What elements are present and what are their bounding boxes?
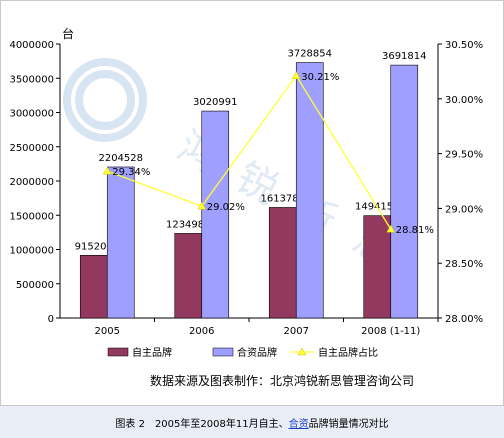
share-data-label: 30.21% xyxy=(301,72,339,83)
caption-link[interactable]: 合资 xyxy=(288,419,309,430)
left-tick-label: 2500000 xyxy=(9,143,54,154)
right-tick-label: 30.00% xyxy=(445,95,483,106)
bar-domestic xyxy=(79,255,108,319)
legend-marker-share xyxy=(297,347,307,356)
share-point xyxy=(291,71,301,80)
left-tick-label: 2000000 xyxy=(9,177,54,188)
legend-swatch-joint-venture xyxy=(212,347,234,357)
bar-data-label: 915204 xyxy=(75,241,113,252)
left-tick-label: 0 xyxy=(48,314,54,325)
bar-data-label: 1613781 xyxy=(260,193,305,204)
right-tick-label: 29.50% xyxy=(445,150,483,161)
share-point xyxy=(386,224,396,233)
share-data-label: 29.02% xyxy=(207,202,245,213)
bar-joint-venture xyxy=(295,62,324,319)
x-tick-label: 2008 (1-11) xyxy=(361,326,420,337)
legend-label-share: 自主品牌占比 xyxy=(318,346,378,359)
legend-label-domestic: 自主品牌 xyxy=(132,346,172,359)
right-tick-label: 29.00% xyxy=(445,204,483,215)
left-tick-label: 3000000 xyxy=(9,109,54,120)
bar-joint-venture xyxy=(390,64,419,319)
unit-label: 台 xyxy=(62,26,74,41)
share-line xyxy=(107,74,392,230)
bar-domestic xyxy=(268,207,297,319)
chart-frame xyxy=(0,0,504,406)
bar-data-label: 3728854 xyxy=(287,49,332,60)
bar-data-label: 3691814 xyxy=(382,51,427,62)
sales-chart: 鸿锐新思台05000001000000150000020000002500000… xyxy=(9,26,483,359)
watermark-ring xyxy=(75,70,135,130)
data-source-note: 数据来源及图表制作：北京鸿锐新思管理咨询公司 xyxy=(150,374,415,388)
right-tick-label: 28.50% xyxy=(445,259,483,270)
bar-data-label: 1234980 xyxy=(166,219,211,230)
left-tick-label: 1000000 xyxy=(9,246,54,257)
bar-joint-venture xyxy=(201,110,230,319)
x-tick-label: 2005 xyxy=(95,326,120,337)
share-point xyxy=(102,166,112,175)
share-point xyxy=(197,201,207,210)
bar-joint-venture xyxy=(106,166,135,319)
bar-data-label: 2204528 xyxy=(98,153,143,164)
bar-domestic xyxy=(174,233,203,319)
share-data-label: 29.34% xyxy=(112,167,150,178)
bar-domestic xyxy=(363,215,392,319)
right-tick-label: 30.50% xyxy=(445,40,483,51)
caption-prefix: 图表 2 2005年至2008年11月自主、 xyxy=(115,419,289,430)
left-tick-label: 500000 xyxy=(16,280,54,291)
legend-swatch-domestic xyxy=(107,347,129,357)
caption-suffix: 品牌销量情况对比 xyxy=(308,419,389,430)
x-tick-label: 2006 xyxy=(189,326,214,337)
watermark-ring xyxy=(63,58,147,142)
bar-data-label: 3020991 xyxy=(193,97,238,108)
legend-label-joint-venture: 合资品牌 xyxy=(237,346,277,359)
right-tick-label: 28.00% xyxy=(445,314,483,325)
caption-bar xyxy=(0,406,504,438)
left-tick-label: 4000000 xyxy=(9,40,54,51)
share-data-label: 28.81% xyxy=(396,225,434,236)
left-tick-label: 1500000 xyxy=(9,211,54,222)
left-tick-label: 3500000 xyxy=(9,74,54,85)
x-tick-label: 2007 xyxy=(284,326,309,337)
figure-caption: 图表 2 2005年至2008年11月自主、合资品牌销量情况对比 xyxy=(0,415,504,430)
